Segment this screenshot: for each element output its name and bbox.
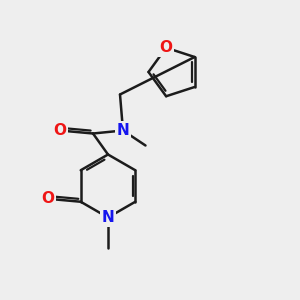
Text: O: O: [41, 191, 54, 206]
Text: O: O: [160, 40, 172, 55]
Text: N: N: [117, 123, 129, 138]
Text: O: O: [53, 123, 67, 138]
Text: N: N: [102, 210, 114, 225]
